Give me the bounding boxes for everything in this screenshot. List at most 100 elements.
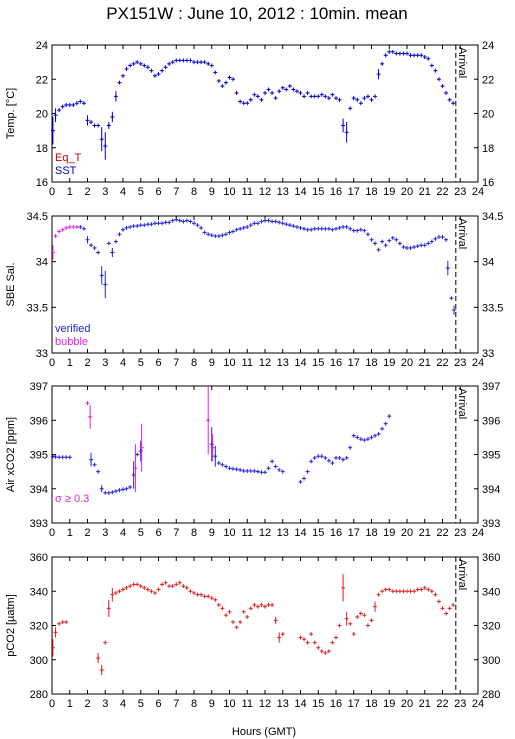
x-tick-label: 6 xyxy=(155,527,161,539)
data-point xyxy=(355,97,360,102)
x-tick-label: 3 xyxy=(102,357,108,369)
data-point xyxy=(227,466,232,471)
data-point xyxy=(298,635,303,640)
x-tick-label: 23 xyxy=(454,698,466,710)
data-point xyxy=(106,122,111,129)
data-point xyxy=(85,115,90,126)
data-point xyxy=(106,599,111,617)
x-tick-label: 4 xyxy=(120,527,126,539)
x-tick-label: 6 xyxy=(155,186,161,198)
data-point xyxy=(426,241,431,246)
x-tick-label: 6 xyxy=(155,357,161,369)
data-point xyxy=(447,97,452,102)
y-tick-label-right: 300 xyxy=(482,655,500,667)
x-tick-label: 17 xyxy=(348,186,360,198)
data-point xyxy=(365,232,370,237)
data-point xyxy=(67,102,72,107)
data-point xyxy=(124,585,129,590)
data-point xyxy=(397,241,402,246)
data-point xyxy=(50,639,55,657)
y-tick-label-right: 34 xyxy=(482,257,494,269)
data-point xyxy=(330,461,335,466)
data-point xyxy=(319,226,324,231)
data-point xyxy=(405,589,409,594)
x-tick-label: 5 xyxy=(138,527,144,539)
x-tick-label: 4 xyxy=(120,698,126,710)
series xyxy=(50,574,456,676)
data-point xyxy=(415,587,420,592)
x-tick-label: 22 xyxy=(436,186,448,198)
data-point xyxy=(149,68,154,73)
data-point xyxy=(245,224,250,229)
data-point xyxy=(89,452,94,467)
y-tick-label-right: 33.5 xyxy=(482,302,503,314)
data-point xyxy=(170,60,175,65)
x-tick-label: 18 xyxy=(365,357,377,369)
data-point xyxy=(412,53,417,58)
data-point xyxy=(334,96,338,101)
data-point xyxy=(96,652,101,664)
data-point xyxy=(383,421,388,426)
data-point xyxy=(160,221,165,226)
data-point xyxy=(202,594,207,599)
data-point xyxy=(110,111,115,123)
panel-frame xyxy=(51,44,479,183)
data-point xyxy=(213,70,218,75)
data-point xyxy=(390,589,395,594)
x-tick-label: 7 xyxy=(173,698,179,710)
data-point xyxy=(156,72,161,77)
data-point xyxy=(53,234,58,239)
data-point xyxy=(238,226,243,231)
data-point xyxy=(415,244,420,249)
data-point xyxy=(170,584,175,589)
x-tick-label: 21 xyxy=(419,698,431,710)
data-point xyxy=(387,414,392,419)
x-tick-label: 18 xyxy=(365,527,377,539)
data-point xyxy=(71,224,76,229)
data-point xyxy=(351,228,356,233)
data-point xyxy=(138,440,143,462)
panel-frame xyxy=(51,215,479,354)
data-point xyxy=(57,108,62,113)
y-tick-label-right: 393 xyxy=(482,518,500,530)
data-point xyxy=(99,485,104,493)
data-point xyxy=(351,632,356,637)
y-tick-label-right: 18 xyxy=(482,143,494,155)
data-point xyxy=(294,89,299,94)
data-point xyxy=(376,592,381,597)
data-point xyxy=(64,225,69,230)
data-point xyxy=(419,53,424,58)
data-point xyxy=(323,226,328,231)
x-tick-label: 12 xyxy=(259,357,271,369)
x-tick-label: 11 xyxy=(242,527,253,539)
data-point xyxy=(206,61,211,66)
x-tick-label: 17 xyxy=(348,357,360,369)
legend-entry: Eq_T xyxy=(55,152,82,164)
temp-label: Temp. [°C] xyxy=(5,88,17,139)
x-tick-label: 14 xyxy=(294,357,306,369)
x-tick-label: 9 xyxy=(209,186,215,198)
x-tick-label: 13 xyxy=(277,698,289,710)
data-point xyxy=(99,127,104,152)
x-tick-label: 9 xyxy=(209,698,215,710)
arrival-label: Arrival xyxy=(456,559,468,590)
x-tick-label: 22 xyxy=(436,698,448,710)
y-tick-label-left: 320 xyxy=(30,621,48,633)
data-point xyxy=(451,101,456,106)
data-point xyxy=(245,614,250,619)
data-point xyxy=(133,444,138,493)
data-point xyxy=(334,635,338,640)
x-tick-label: 0 xyxy=(49,357,55,369)
data-point xyxy=(341,118,346,133)
x-tick-label: 23 xyxy=(454,357,466,369)
data-point xyxy=(348,621,353,626)
data-point xyxy=(426,587,431,592)
y-tick-label-right: 396 xyxy=(482,415,500,427)
data-point xyxy=(266,87,271,92)
data-point xyxy=(106,241,111,246)
panel-temp: 0 1 2 3 4 5 6 7 8 9 10 11 12 13 14 15 16 17 18 19 20 21 22 23 24… xyxy=(5,40,494,198)
data-point xyxy=(326,96,331,101)
data-point xyxy=(234,625,239,630)
data-point xyxy=(429,589,434,594)
y-tick-label-right: 360 xyxy=(482,552,500,564)
